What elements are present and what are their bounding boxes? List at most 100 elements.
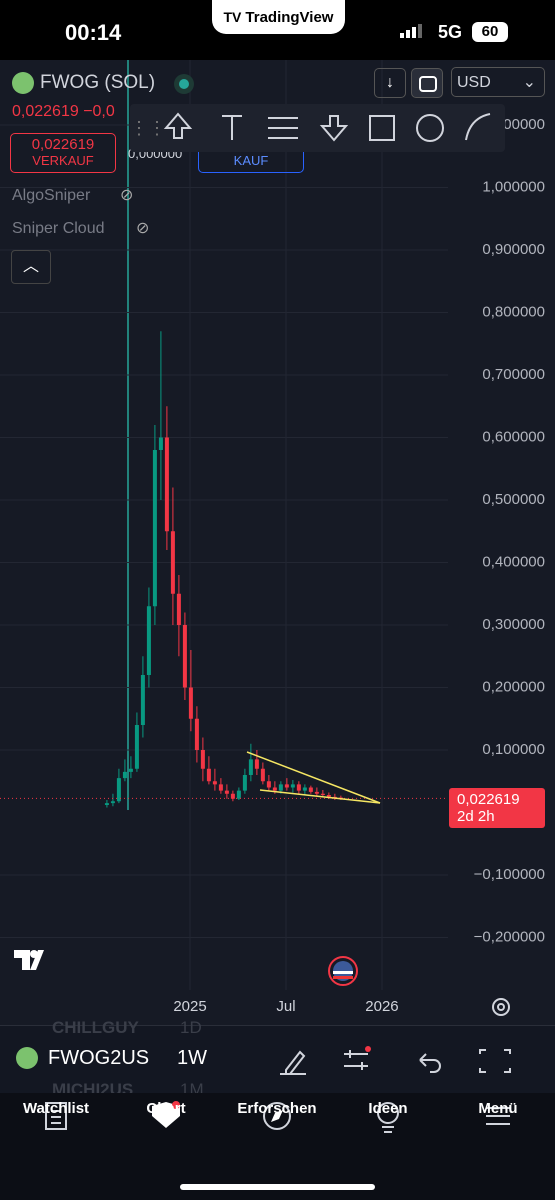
price: 0,022619 bbox=[12, 103, 79, 120]
arrow-up-tool[interactable] bbox=[163, 112, 193, 139]
ghost-interval: 1D bbox=[180, 1018, 202, 1037]
candle-body bbox=[260, 768, 265, 782]
circle-tool[interactable] bbox=[416, 114, 444, 142]
candle-body bbox=[308, 787, 313, 792]
candle-body bbox=[212, 781, 217, 785]
candle-body bbox=[326, 795, 331, 797]
candle-body bbox=[116, 778, 121, 802]
candle-body bbox=[104, 803, 109, 805]
candle-body bbox=[206, 768, 211, 782]
fib-tool[interactable] bbox=[268, 117, 298, 139]
candle-body bbox=[248, 759, 253, 775]
candle-body bbox=[128, 768, 133, 772]
countdown: 2d 2h bbox=[457, 808, 495, 825]
nav-bar bbox=[0, 1093, 555, 1200]
y-tick-label: 0,900000 bbox=[482, 241, 545, 258]
arrow-down-tool[interactable] bbox=[319, 115, 349, 142]
buy-label: KAUF bbox=[233, 153, 269, 168]
symbol[interactable]: FWOG (SOL) bbox=[40, 72, 156, 93]
flag-icon bbox=[328, 956, 358, 986]
candle-body bbox=[194, 718, 199, 750]
drawing-toolbar: ⋮⋮ bbox=[130, 104, 505, 152]
candle-body bbox=[110, 801, 115, 804]
battery: 60 bbox=[472, 22, 508, 42]
candle-body bbox=[122, 771, 127, 779]
last-price: 0,022619 bbox=[457, 791, 520, 808]
candle-body bbox=[284, 784, 289, 788]
drag-handle[interactable]: ⋮⋮ bbox=[130, 117, 166, 138]
candle-body bbox=[266, 781, 271, 788]
nav-item[interactable]: Erforschen bbox=[237, 1100, 317, 1117]
bottom-toolbar bbox=[0, 1025, 555, 1093]
candle-body bbox=[320, 793, 325, 795]
candle-body bbox=[218, 784, 223, 791]
curve-tool[interactable] bbox=[465, 113, 491, 141]
settings-icon[interactable] bbox=[492, 998, 510, 1016]
sell-label: VERKAUF bbox=[32, 153, 94, 168]
candle-body bbox=[140, 675, 145, 725]
hidden-eye-icon[interactable]: ⊘ bbox=[136, 220, 150, 237]
collapse-button[interactable]: ︿ bbox=[11, 250, 51, 284]
y-tick-label: 0,700000 bbox=[482, 366, 545, 383]
ghost-symbol: CHILLGUY bbox=[52, 1018, 139, 1037]
toolbar-icons bbox=[163, 112, 491, 142]
change: −0,0 bbox=[83, 103, 115, 120]
nav-item[interactable]: Menü bbox=[478, 1100, 518, 1117]
indicator-label: AlgoSniper bbox=[12, 187, 91, 204]
text-tool[interactable] bbox=[222, 115, 242, 140]
indicators-tool[interactable] bbox=[344, 1050, 368, 1070]
tv-logo bbox=[14, 950, 44, 970]
compare-button[interactable] bbox=[411, 68, 443, 98]
undo-tool[interactable] bbox=[419, 1053, 441, 1073]
plot bbox=[0, 40, 448, 990]
candle-body bbox=[152, 450, 157, 607]
download-button[interactable]: ↓ bbox=[374, 68, 406, 98]
hidden-eye-icon[interactable]: ⊘ bbox=[120, 187, 134, 204]
price-row: 0,022619 −0,0 bbox=[12, 103, 115, 121]
menu-icon bbox=[486, 1107, 510, 1125]
market-status bbox=[174, 74, 194, 94]
bottom-interval[interactable]: 1W bbox=[177, 1047, 207, 1069]
candle-body bbox=[224, 790, 229, 794]
candle-body bbox=[188, 687, 193, 719]
rect-tool[interactable] bbox=[369, 115, 395, 141]
y-tick-label: 0,200000 bbox=[482, 678, 545, 695]
candle-body bbox=[146, 606, 151, 675]
watchlist-icon bbox=[45, 1102, 67, 1130]
sell-price: 0,022619 bbox=[31, 136, 95, 153]
ideas-icon bbox=[377, 1102, 399, 1124]
candle-body bbox=[158, 437, 163, 450]
fullscreen-tool[interactable] bbox=[479, 1049, 511, 1073]
bottom-symbol[interactable]: FWOG2US bbox=[48, 1047, 150, 1069]
nav-item[interactable]: Watchlist bbox=[22, 1100, 90, 1117]
symbol-icon bbox=[16, 1047, 38, 1069]
sell-button[interactable]: 0,022619 VERKAUF bbox=[10, 133, 116, 173]
candle-body bbox=[254, 759, 259, 769]
candle-body bbox=[230, 793, 235, 799]
candle-body bbox=[182, 625, 187, 688]
nav-item[interactable]: Chart bbox=[146, 1100, 186, 1117]
explore-icon bbox=[263, 1102, 291, 1130]
chart-icon bbox=[152, 1102, 180, 1128]
brand-pill: TV TradingView bbox=[212, 0, 345, 34]
candle-body bbox=[302, 787, 307, 791]
candle-body bbox=[164, 437, 169, 532]
clock: 00:14 bbox=[65, 20, 122, 45]
candle-body bbox=[176, 593, 181, 625]
draw-tool[interactable] bbox=[280, 1050, 306, 1075]
nav-item[interactable]: Ideen bbox=[368, 1100, 408, 1117]
y-tick-label: 0,800000 bbox=[482, 303, 545, 320]
brand-logo: TV bbox=[223, 9, 242, 25]
candle-body bbox=[296, 784, 301, 791]
candle-body bbox=[134, 725, 139, 769]
y-tick-label: 0,300000 bbox=[482, 616, 545, 633]
nav-icons bbox=[45, 1101, 510, 1133]
candle-body bbox=[236, 790, 241, 799]
candle-body bbox=[290, 784, 295, 788]
x-tick-label: 2025 bbox=[173, 998, 206, 1015]
currency-select[interactable]: USD ⌄ bbox=[451, 67, 545, 97]
dropdown-arrow: ⌄ bbox=[522, 74, 536, 91]
signal bbox=[400, 24, 422, 38]
y-tick-label: 0,500000 bbox=[482, 491, 545, 508]
